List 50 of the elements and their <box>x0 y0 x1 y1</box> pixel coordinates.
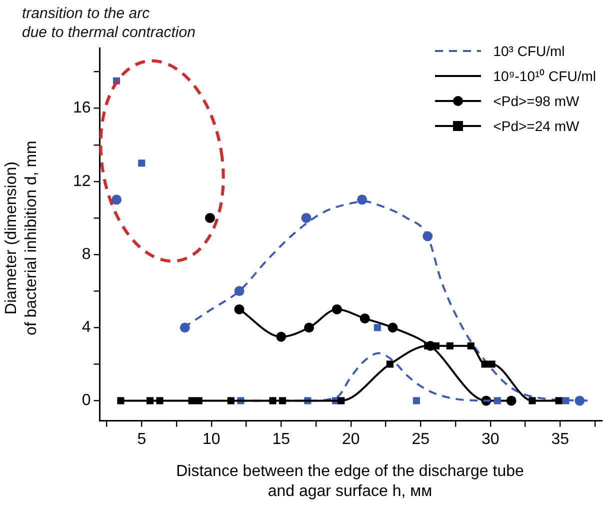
y-tick-label: 0 <box>82 392 91 410</box>
point <box>386 360 394 368</box>
point <box>146 397 154 404</box>
point <box>188 397 196 404</box>
point <box>112 194 122 205</box>
point <box>227 397 234 404</box>
point <box>205 212 216 223</box>
point <box>374 324 381 332</box>
x-tick-label: 10 <box>202 430 220 448</box>
point <box>195 397 202 404</box>
y-tick-label: 4 <box>82 319 91 336</box>
text: transition to the arc due to thermal contraction <box>22 4 196 42</box>
point <box>234 304 244 314</box>
point <box>117 397 124 404</box>
point <box>269 397 276 404</box>
point <box>506 396 516 406</box>
point <box>332 304 342 314</box>
point <box>338 397 345 404</box>
point <box>555 397 562 404</box>
x-tick-label: 35 <box>551 430 570 448</box>
point <box>301 212 312 223</box>
x-axis-title: Distance between the edge of the discharge tube and agar surface h, мм <box>175 462 525 502</box>
x-tick-label: 5 <box>137 430 146 448</box>
point <box>360 313 370 324</box>
point <box>304 322 314 333</box>
x-tick-label: 25 <box>412 430 430 448</box>
annotation: 10⁹-10¹⁰ CFU/ml <box>493 67 596 85</box>
y-tick-label: 8 <box>82 246 91 263</box>
point <box>388 322 398 333</box>
y-tick-label: 12 <box>73 172 91 190</box>
legend-label: <Pd>=24 mW <box>493 118 580 134</box>
point <box>276 332 286 342</box>
point <box>138 160 146 167</box>
point <box>467 342 474 350</box>
y-tick-label: 16 <box>73 100 91 117</box>
point <box>279 397 286 404</box>
point <box>488 360 496 368</box>
point <box>494 397 501 404</box>
legend-label: <Pd>=98 mW <box>493 92 580 108</box>
point <box>562 397 570 404</box>
point <box>528 397 536 404</box>
point <box>156 397 164 404</box>
x-tick-label: 15 <box>272 430 290 448</box>
x-tick-label: 20 <box>342 430 360 448</box>
point <box>412 397 420 404</box>
x-tick-label: 30 <box>482 430 500 448</box>
point <box>446 342 454 350</box>
point <box>481 360 488 368</box>
legend-label: 10³ CFU/ml <box>493 42 565 58</box>
y-axis-title: Diameter (dimension) of bacterial inhibition d, mm <box>2 140 41 338</box>
